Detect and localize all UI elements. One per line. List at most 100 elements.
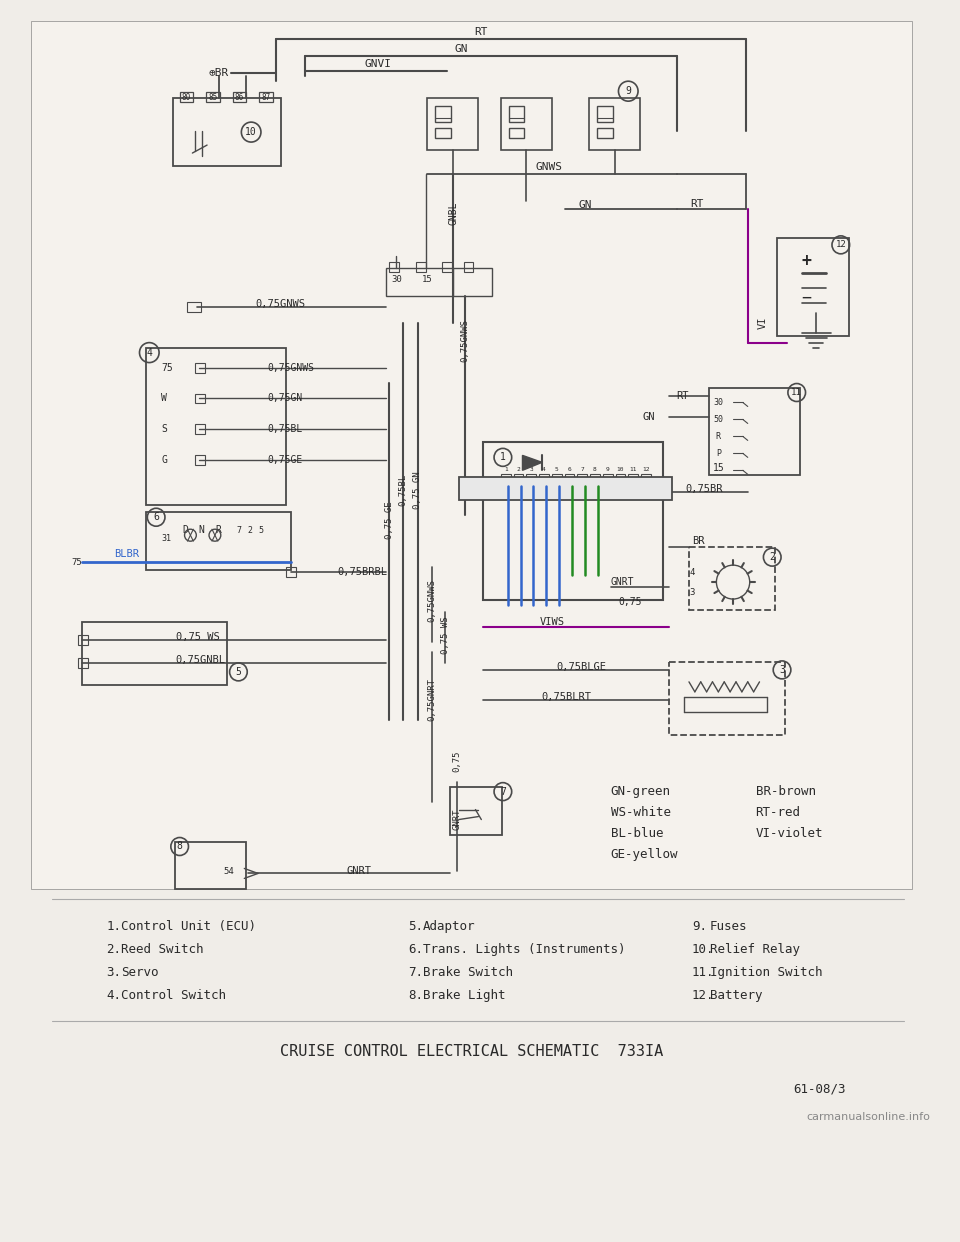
Text: 4: 4 <box>689 568 695 576</box>
Text: N: N <box>199 525 204 535</box>
Text: GNBL: GNBL <box>449 201 459 225</box>
Text: W: W <box>161 394 167 404</box>
Text: 2: 2 <box>516 467 520 472</box>
Text: 3: 3 <box>529 467 533 472</box>
Text: 7: 7 <box>500 786 506 796</box>
Bar <box>669 662 785 735</box>
Bar <box>31 21 912 889</box>
Text: 1: 1 <box>500 452 506 462</box>
Text: +: + <box>802 252 811 270</box>
Bar <box>146 512 291 570</box>
Text: RT: RT <box>690 199 704 209</box>
Text: Reed Switch: Reed Switch <box>121 943 204 956</box>
Text: Battery: Battery <box>709 989 762 1001</box>
Text: 0,75: 0,75 <box>618 597 642 607</box>
Text: 61-08/3: 61-08/3 <box>793 1083 846 1095</box>
Bar <box>386 268 492 296</box>
Text: GE-yellow: GE-yellow <box>611 848 678 861</box>
Text: 5: 5 <box>258 525 263 535</box>
Text: 0,75: 0,75 <box>452 751 462 773</box>
Text: Servo: Servo <box>121 966 158 979</box>
Bar <box>628 474 638 484</box>
Text: 12.: 12. <box>692 989 714 1001</box>
Text: 0,75GNWS: 0,75GNWS <box>428 579 437 621</box>
Bar <box>173 98 280 166</box>
Text: 7: 7 <box>581 467 584 472</box>
Text: RT: RT <box>677 390 689 400</box>
Text: 80: 80 <box>181 93 191 102</box>
Text: BL-blue: BL-blue <box>611 827 663 840</box>
Text: 85: 85 <box>208 93 218 102</box>
Bar <box>195 456 205 466</box>
Bar <box>187 302 202 312</box>
Text: 8: 8 <box>593 467 597 472</box>
Text: RT-red: RT-red <box>756 806 801 818</box>
Bar <box>206 92 220 102</box>
Text: 5: 5 <box>555 467 559 472</box>
Text: 10: 10 <box>616 467 624 472</box>
Text: G: G <box>161 456 167 466</box>
Bar <box>540 474 549 484</box>
Text: 6: 6 <box>154 512 159 522</box>
Polygon shape <box>522 456 542 471</box>
Text: 0,75GE: 0,75GE <box>268 456 303 466</box>
Bar <box>450 786 502 835</box>
Text: GNRT: GNRT <box>452 809 462 831</box>
Bar <box>483 442 662 600</box>
Text: Ignition Switch: Ignition Switch <box>709 966 822 979</box>
Text: GNWS: GNWS <box>536 161 563 173</box>
Text: 87: 87 <box>261 93 271 102</box>
Text: 0,75GNBL: 0,75GNBL <box>176 655 226 664</box>
Bar <box>286 568 297 578</box>
Text: 6.: 6. <box>408 943 422 956</box>
Bar <box>590 474 600 484</box>
Text: ⊕BR: ⊕BR <box>208 68 228 78</box>
Bar <box>564 474 574 484</box>
Bar <box>427 98 478 150</box>
Text: 15: 15 <box>422 276 433 284</box>
Text: 0,75BL: 0,75BL <box>268 425 303 435</box>
Bar <box>195 394 205 404</box>
Text: −: − <box>802 288 811 307</box>
Bar <box>526 474 537 484</box>
Bar <box>180 92 193 102</box>
Text: 0,75GNWS: 0,75GNWS <box>255 299 305 309</box>
Bar <box>778 238 849 335</box>
Text: VI: VI <box>757 317 767 329</box>
Bar <box>389 262 399 272</box>
Text: 3: 3 <box>689 587 695 596</box>
Text: 7: 7 <box>237 525 242 535</box>
Text: 9: 9 <box>625 86 631 96</box>
Text: R: R <box>716 432 721 441</box>
Text: 30: 30 <box>392 276 402 284</box>
Text: GNRT: GNRT <box>611 578 635 587</box>
Text: Relief Relay: Relief Relay <box>709 943 800 956</box>
Text: 0,75 GE: 0,75 GE <box>385 502 394 539</box>
Text: 9: 9 <box>606 467 610 472</box>
Text: 10.: 10. <box>692 943 714 956</box>
Text: 50: 50 <box>713 415 724 424</box>
Text: CRUISE CONTROL ELECTRICAL SCHEMATIC  733IA: CRUISE CONTROL ELECTRICAL SCHEMATIC 733I… <box>280 1043 663 1058</box>
Text: 75: 75 <box>161 363 173 373</box>
Text: Adaptor: Adaptor <box>422 920 475 933</box>
Bar <box>689 548 775 610</box>
Text: 1: 1 <box>504 467 508 472</box>
Bar <box>577 474 588 484</box>
Text: 0,75 GN: 0,75 GN <box>413 472 422 509</box>
Text: GNVI: GNVI <box>365 60 392 70</box>
Text: 54: 54 <box>224 867 234 876</box>
Bar <box>597 128 612 138</box>
Text: 10: 10 <box>246 127 257 137</box>
Text: S: S <box>161 425 167 435</box>
Text: 3.: 3. <box>107 966 121 979</box>
Text: GN: GN <box>579 200 592 210</box>
Bar <box>435 106 451 122</box>
Text: 0,75BLRT: 0,75BLRT <box>541 692 591 702</box>
Text: 1.: 1. <box>107 920 121 933</box>
Text: 75: 75 <box>71 558 83 566</box>
Text: 2: 2 <box>769 553 775 563</box>
Text: 8.: 8. <box>408 989 422 1001</box>
Bar <box>416 262 425 272</box>
Text: 86: 86 <box>235 93 244 102</box>
Text: BLBR: BLBR <box>114 549 139 559</box>
